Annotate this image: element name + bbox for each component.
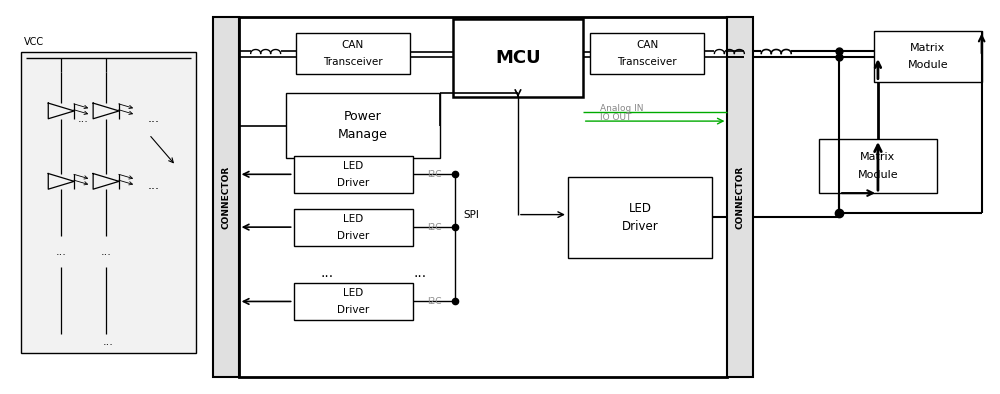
Text: ...: ... bbox=[321, 266, 334, 280]
Text: Module: Module bbox=[858, 170, 898, 180]
Bar bbox=[874, 31, 982, 82]
Bar bbox=[294, 156, 413, 193]
Text: Driver: Driver bbox=[337, 231, 370, 241]
Text: VCC: VCC bbox=[24, 37, 44, 47]
Bar bbox=[294, 283, 413, 320]
Text: LED: LED bbox=[343, 214, 364, 224]
Text: CAN: CAN bbox=[342, 40, 364, 50]
Text: Power: Power bbox=[344, 110, 382, 123]
Text: Analog IN: Analog IN bbox=[600, 104, 643, 113]
Text: ...: ... bbox=[103, 337, 114, 347]
Text: CONNECTOR: CONNECTOR bbox=[736, 165, 745, 229]
Bar bbox=[568, 177, 712, 258]
Text: LED: LED bbox=[343, 161, 364, 171]
Text: I2C: I2C bbox=[427, 170, 442, 179]
Text: CAN: CAN bbox=[636, 40, 658, 50]
Text: ...: ... bbox=[78, 114, 89, 124]
Text: Driver: Driver bbox=[622, 219, 658, 232]
Text: Driver: Driver bbox=[337, 305, 370, 315]
Bar bbox=[590, 33, 704, 74]
Text: ...: ... bbox=[148, 112, 160, 125]
Text: Driver: Driver bbox=[337, 178, 370, 188]
Text: Module: Module bbox=[907, 60, 948, 70]
Text: SPI: SPI bbox=[463, 210, 479, 219]
Bar bbox=[294, 209, 413, 246]
Bar bbox=[213, 17, 239, 377]
Bar bbox=[296, 33, 410, 74]
Text: IO OUT: IO OUT bbox=[600, 113, 631, 123]
Text: Matrix: Matrix bbox=[910, 43, 945, 52]
Bar bbox=[453, 19, 583, 97]
Bar bbox=[21, 52, 196, 353]
Text: I2C: I2C bbox=[427, 223, 442, 232]
Text: CONNECTOR: CONNECTOR bbox=[221, 165, 230, 229]
Text: ...: ... bbox=[414, 266, 427, 280]
Text: I2C: I2C bbox=[427, 297, 442, 306]
Bar bbox=[239, 17, 727, 377]
Bar bbox=[727, 17, 753, 377]
Text: Transceiver: Transceiver bbox=[617, 57, 677, 67]
Text: Transceiver: Transceiver bbox=[323, 57, 383, 67]
Text: MCU: MCU bbox=[495, 49, 541, 67]
Text: ...: ... bbox=[56, 247, 67, 257]
Text: ...: ... bbox=[148, 179, 160, 192]
Bar bbox=[286, 93, 440, 158]
Bar bbox=[819, 139, 937, 193]
Text: Matrix: Matrix bbox=[860, 152, 896, 162]
Text: LED: LED bbox=[629, 203, 652, 216]
Text: ...: ... bbox=[101, 247, 112, 257]
Text: Manage: Manage bbox=[338, 128, 388, 141]
Text: LED: LED bbox=[343, 288, 364, 298]
